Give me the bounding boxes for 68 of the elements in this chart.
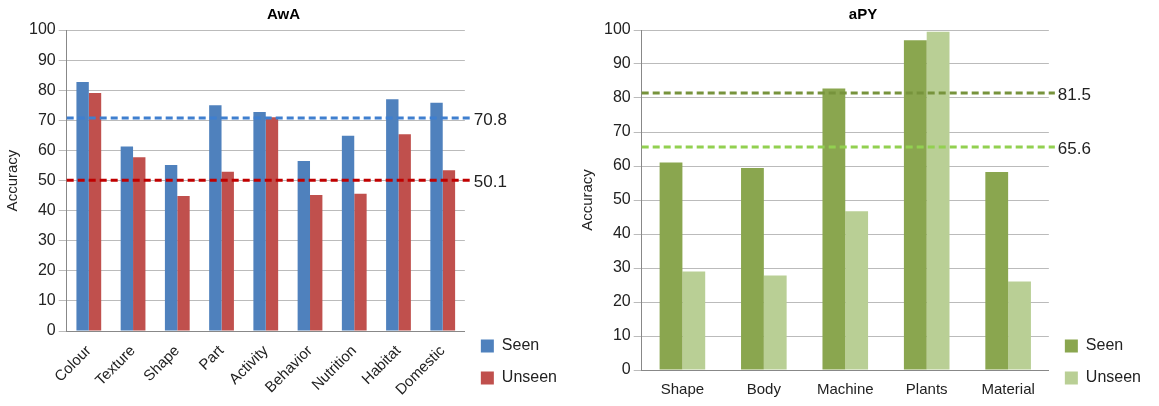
ref-line-label: 50.1 bbox=[473, 171, 507, 191]
y-tick-label: 70 bbox=[37, 110, 56, 128]
y-tick-label: 10 bbox=[37, 291, 56, 309]
bar bbox=[133, 157, 146, 331]
legend-label: Seen bbox=[1085, 336, 1124, 354]
bar bbox=[76, 82, 89, 331]
y-tick-label: 60 bbox=[612, 156, 631, 174]
bar bbox=[177, 195, 190, 331]
y-tick-label: 80 bbox=[612, 88, 631, 106]
bar bbox=[386, 99, 399, 331]
bar bbox=[265, 117, 279, 331]
bar bbox=[88, 92, 102, 331]
y-tick-label: 90 bbox=[612, 54, 631, 72]
y-tick-label: 0 bbox=[621, 360, 631, 378]
y-tick-label: 20 bbox=[37, 261, 56, 279]
legend-label: Seen bbox=[501, 336, 540, 354]
legend-label: Unseen bbox=[1085, 368, 1142, 386]
y-tick-label: 20 bbox=[612, 292, 631, 310]
bar bbox=[442, 170, 456, 331]
x-tick-label: Machine bbox=[816, 380, 874, 398]
bar bbox=[341, 135, 355, 331]
bar bbox=[164, 164, 178, 331]
bar bbox=[297, 160, 311, 331]
y-tick-label: 100 bbox=[603, 20, 631, 38]
bar bbox=[253, 111, 266, 331]
y-tick-label: 50 bbox=[37, 170, 56, 188]
y-tick-label: 60 bbox=[37, 140, 56, 158]
bar bbox=[763, 275, 787, 370]
bar bbox=[903, 40, 927, 370]
x-tick-label: Plants bbox=[905, 380, 948, 398]
bar bbox=[985, 172, 1009, 370]
bar bbox=[398, 134, 411, 331]
bar bbox=[1008, 281, 1031, 370]
bar bbox=[430, 102, 443, 331]
bar bbox=[209, 105, 222, 331]
bar bbox=[354, 193, 367, 331]
ref-line-label: 81.5 bbox=[1057, 84, 1091, 104]
y-axis-title: Accuracy bbox=[3, 149, 21, 212]
bar bbox=[120, 146, 134, 331]
chart-title: aPY bbox=[848, 5, 878, 23]
y-tick-label: 40 bbox=[37, 201, 56, 219]
bar bbox=[741, 168, 764, 370]
ref-line-label: 70.8 bbox=[473, 109, 507, 129]
bar bbox=[310, 194, 323, 331]
bar bbox=[221, 171, 234, 331]
bar bbox=[845, 211, 869, 370]
y-tick-label: 0 bbox=[46, 321, 56, 339]
x-tick-label: Material bbox=[981, 380, 1035, 398]
x-tick-label: Part bbox=[195, 340, 228, 373]
legend-label: Unseen bbox=[501, 368, 558, 386]
bar bbox=[682, 271, 706, 370]
chart-title: AwA bbox=[266, 5, 301, 23]
y-tick-label: 90 bbox=[37, 50, 56, 68]
y-tick-label: 80 bbox=[37, 80, 56, 98]
y-tick-label: 50 bbox=[612, 190, 631, 208]
y-tick-label: 40 bbox=[612, 224, 631, 242]
y-tick-label: 30 bbox=[612, 258, 631, 276]
ref-line-label: 65.6 bbox=[1057, 138, 1091, 158]
bar bbox=[659, 162, 683, 370]
y-axis-title: Accuracy bbox=[578, 168, 596, 231]
y-tick-label: 100 bbox=[28, 20, 56, 38]
bar bbox=[926, 31, 950, 370]
y-tick-label: 70 bbox=[612, 122, 631, 140]
bar bbox=[822, 88, 846, 370]
x-tick-label: Shape bbox=[660, 380, 705, 398]
x-tick-label: Body bbox=[746, 380, 782, 398]
y-tick-label: 10 bbox=[612, 326, 631, 344]
y-tick-label: 30 bbox=[37, 231, 56, 249]
